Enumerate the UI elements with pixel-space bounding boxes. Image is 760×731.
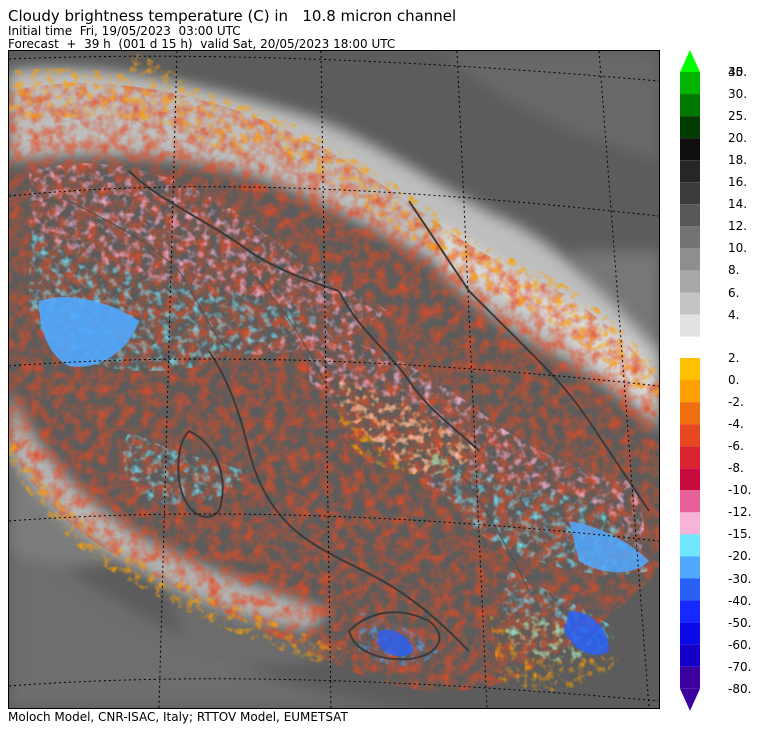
legend-swatch xyxy=(680,160,700,183)
legend-swatch xyxy=(680,468,700,491)
legend-swatch xyxy=(680,380,700,403)
legend-swatch xyxy=(680,248,700,271)
legend-label: 10. xyxy=(728,241,748,256)
legend-swatch xyxy=(680,292,700,315)
legend-label: 40. xyxy=(728,65,748,79)
map-title: Cloudy brightness temperature (C) in 10.… xyxy=(8,7,457,25)
legend-label: 14. xyxy=(728,197,748,212)
legend-swatch xyxy=(680,182,700,205)
legend-swatch xyxy=(680,402,700,425)
legend-swatch xyxy=(680,534,700,557)
legend-label: -70. xyxy=(728,659,752,674)
legend-swatch xyxy=(680,358,700,381)
legend-label: -15. xyxy=(728,527,752,542)
legend-label: -12. xyxy=(728,505,752,520)
legend-label: -80. xyxy=(728,681,752,696)
legend-label: -10. xyxy=(728,483,752,498)
legend-label: -30. xyxy=(728,571,752,586)
legend-label: -20. xyxy=(728,549,752,564)
legend-label: 18. xyxy=(728,153,748,168)
legend-arrow-bottom xyxy=(680,688,700,711)
legend-swatch xyxy=(680,138,700,161)
legend-label: -4. xyxy=(728,417,744,432)
legend-swatch xyxy=(680,556,700,579)
color-legend xyxy=(680,50,700,711)
legend-swatch xyxy=(680,314,700,337)
legend-swatch xyxy=(680,600,700,623)
legend-label: 20. xyxy=(728,131,748,146)
legend-label: -50. xyxy=(728,615,752,630)
legend-swatch xyxy=(680,446,700,469)
legend-label: -8. xyxy=(728,461,744,476)
legend-label: 8. xyxy=(728,263,740,278)
legend-swatch xyxy=(680,226,700,249)
legend-swatch xyxy=(680,270,700,293)
forecast-valid-label: Forecast + 39 h (001 d 15 h) valid Sat, … xyxy=(8,37,396,51)
legend-swatch xyxy=(680,644,700,667)
lat-lon-grid xyxy=(9,51,659,708)
legend-label: -6. xyxy=(728,439,744,454)
legend-label: -60. xyxy=(728,637,752,652)
legend-label: -2. xyxy=(728,395,744,410)
country-borders xyxy=(68,200,530,592)
legend-label: 30. xyxy=(728,87,748,102)
legend-swatch xyxy=(680,94,700,117)
legend-swatch xyxy=(680,490,700,513)
legend-label: 6. xyxy=(728,285,740,300)
legend-arrow-top xyxy=(680,50,700,72)
legend-swatch xyxy=(680,622,700,645)
legend-label: -40. xyxy=(728,593,752,608)
legend-label: 0. xyxy=(728,373,740,388)
coastlines xyxy=(128,170,650,661)
legend-label: 4. xyxy=(728,307,740,322)
legend-label: 35. xyxy=(728,65,748,79)
legend-swatch xyxy=(680,424,700,447)
legend-swatch xyxy=(680,578,700,601)
legend-swatch xyxy=(680,204,700,227)
legend-label: 12. xyxy=(728,219,748,234)
legend-swatch xyxy=(680,72,700,95)
legend-label: 25. xyxy=(728,109,748,124)
legend-label: 16. xyxy=(728,175,748,190)
legend-swatch xyxy=(680,512,700,535)
legend-swatch xyxy=(680,666,700,689)
legend-label: 2. xyxy=(728,351,740,365)
satellite-map xyxy=(8,50,660,709)
map-canvas xyxy=(9,51,659,708)
legend-swatch xyxy=(680,116,700,139)
model-credit: Moloch Model, CNR-ISAC, Italy; RTTOV Mod… xyxy=(8,710,348,724)
initial-time-label: Initial time Fri, 19/05/2023 03:00 UTC xyxy=(8,24,241,38)
